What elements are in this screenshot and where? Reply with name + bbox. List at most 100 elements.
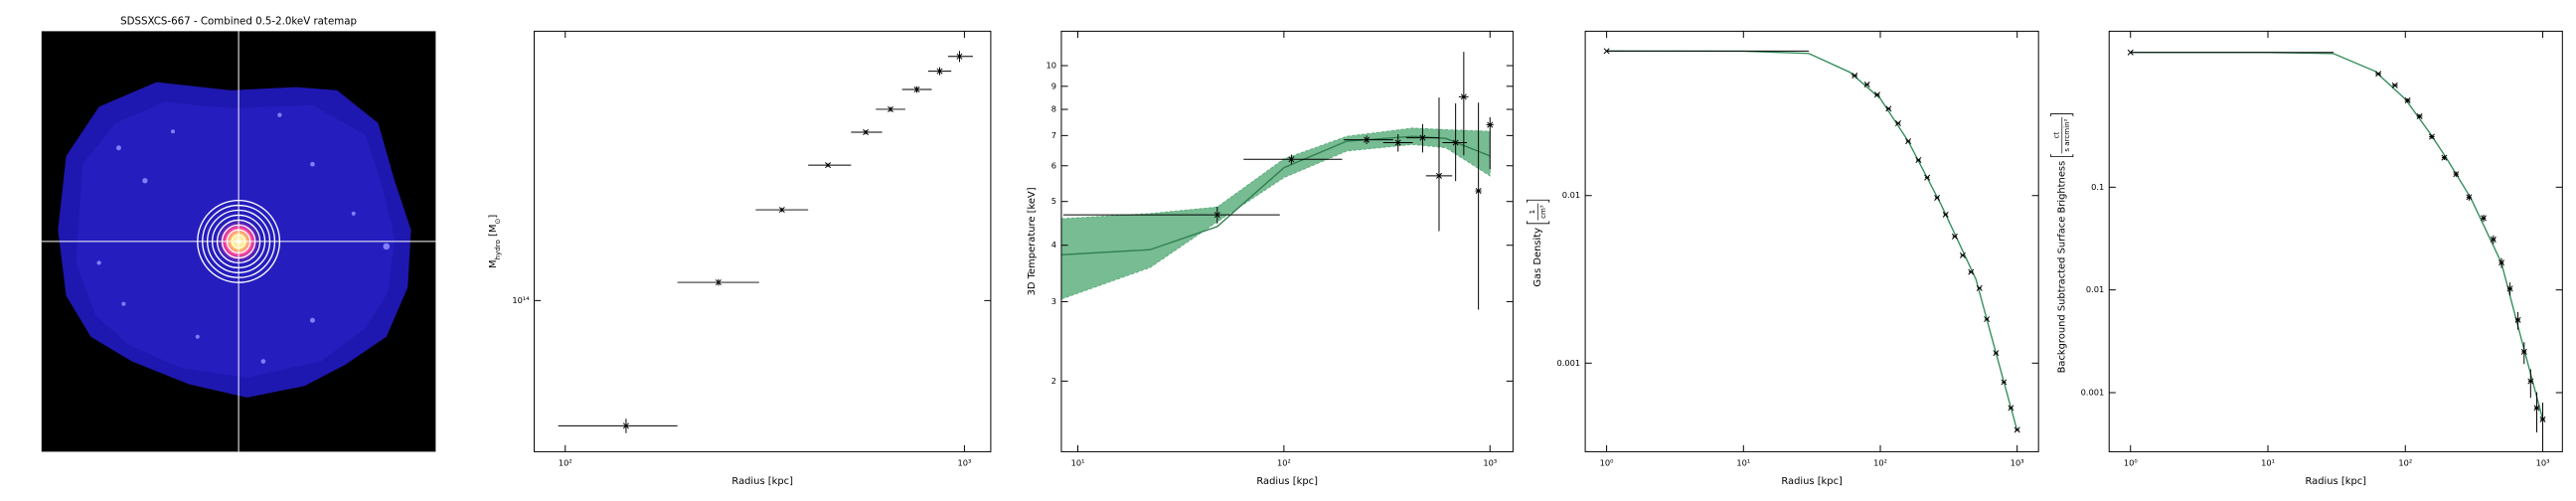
point-source — [195, 334, 200, 339]
data-point — [2490, 236, 2496, 243]
x-tick-label: 10⁰ — [2124, 457, 2138, 467]
point-source — [96, 260, 101, 265]
bracket — [2050, 113, 2074, 117]
plot-area — [1060, 52, 1494, 310]
data-point — [2416, 112, 2423, 119]
x-tick-label: 10² — [2398, 457, 2412, 467]
plot-area — [558, 51, 973, 433]
data-point — [2127, 49, 2134, 56]
x-tick-label: 10² — [1277, 457, 1291, 467]
data-point — [1968, 268, 1975, 275]
data-point — [936, 68, 943, 75]
x-tick-label: 10⁰ — [1600, 457, 1614, 467]
y-tick-label: 0.001 — [2081, 387, 2105, 397]
data-point — [2498, 259, 2505, 266]
y-tick-label: 4 — [1051, 240, 1056, 250]
data-point — [1863, 82, 1870, 88]
data-point — [1460, 93, 1467, 100]
data-point — [2428, 133, 2435, 140]
x-tick-label: 10¹ — [1736, 457, 1750, 467]
y-tick-label: 9 — [1051, 81, 1056, 90]
x-axis-label: Radius [kpc] — [731, 476, 793, 487]
data-point — [1915, 156, 1922, 163]
data-point — [1905, 138, 1912, 145]
chart-panel: 10⁰ 10¹ 10² 10³ 0.01 0.001 Radius [kpc] Gas Den… — [1527, 30, 2039, 487]
data-point — [1885, 105, 1892, 112]
confidence-band — [1060, 127, 1491, 300]
data-point — [1993, 350, 2000, 357]
ratemap-title: SDSSXCS-667 - Combined 0.5-2.0keV ratema… — [120, 15, 357, 27]
model-line — [1606, 50, 2018, 431]
y-axis-label: 3D Temperature [keV] — [1027, 187, 1038, 295]
point-source — [121, 301, 126, 306]
plot-frame — [2108, 30, 2563, 452]
chart-panel: 10² 10³ 10¹⁴ Radius [kpc] Mhydro [M⊙] — [488, 30, 992, 487]
data-point — [715, 279, 722, 286]
data-point — [2506, 285, 2513, 292]
plot-frame — [534, 30, 992, 452]
model-line — [1060, 135, 1491, 255]
data-point — [1984, 316, 1991, 323]
x-tick-label: 10³ — [2011, 457, 2024, 467]
point-source — [170, 129, 175, 134]
point-source — [351, 211, 356, 216]
plot-frame — [1584, 30, 2039, 452]
data-point — [1976, 284, 1983, 291]
data-point — [1475, 187, 1482, 194]
y-tick-label: 10¹⁴ — [512, 295, 530, 305]
ratemap-panel: SDSSXCS-667 - Combined 0.5-2.0keV ratema… — [41, 15, 436, 452]
data-point — [2514, 316, 2521, 323]
x-axis-label: Radius [kpc] — [1256, 476, 1318, 487]
x-axis-label: Radius [kpc] — [1781, 476, 1843, 487]
x-tick-label: 10³ — [1483, 457, 1497, 467]
data-point — [1942, 211, 1949, 218]
y-tick-label: 0.1 — [2091, 182, 2104, 192]
data-point — [1873, 91, 1880, 98]
x-tick-label: 10¹ — [1071, 457, 1085, 467]
data-point — [1924, 174, 1931, 181]
data-point — [825, 162, 832, 169]
y-axis-label: Gas Density 1 cm³ — [1527, 199, 1550, 287]
data-point — [2466, 194, 2473, 201]
point-source — [310, 161, 315, 167]
data-point — [1394, 139, 1401, 146]
bracket — [1527, 199, 1550, 203]
x-tick-label: 10¹ — [2261, 457, 2275, 467]
bracket — [1527, 221, 1550, 225]
plot-frame — [1060, 30, 1514, 452]
data-point — [1852, 73, 1858, 80]
fraction-numerator: ct — [2051, 132, 2060, 139]
data-point — [2480, 215, 2487, 222]
data-point — [913, 86, 920, 93]
data-point — [2527, 378, 2534, 385]
y-axis-label: Mhydro [M⊙] — [488, 215, 502, 268]
label-part: ⊙ — [493, 219, 502, 225]
data-point — [1603, 48, 1610, 55]
x-tick-label: 10² — [559, 457, 572, 467]
point-source — [309, 317, 315, 323]
ratemap-sources — [96, 112, 391, 364]
y-label-text: Gas Density — [1532, 228, 1543, 287]
data-point — [1894, 120, 1901, 127]
label-fraction: 1 cm³ — [1527, 199, 1550, 225]
data-point — [1364, 136, 1370, 143]
data-point — [1951, 233, 1958, 240]
point-source — [115, 145, 121, 151]
chart-panel: 10⁰ 10¹ 10² 10³ 0.1 0.01 0.001 Radius [kpc] Back… — [2050, 30, 2563, 487]
point-source — [277, 112, 282, 117]
data-point — [2391, 82, 2398, 88]
y-tick-label: 2 — [1051, 376, 1056, 386]
y-tick-label: 10 — [1046, 61, 1057, 71]
data-point — [887, 105, 894, 112]
label-part: hydro — [493, 240, 502, 259]
y-tick-label: 5 — [1051, 196, 1056, 206]
fraction-denominator: cm³ — [1538, 205, 1547, 219]
data-point — [778, 207, 785, 214]
bracket — [2050, 154, 2074, 158]
data-point — [1213, 212, 1220, 219]
fraction-denominator: s arcmin² — [2062, 118, 2071, 151]
y-tick-label: 3 — [1051, 296, 1056, 306]
data-point — [622, 422, 629, 429]
